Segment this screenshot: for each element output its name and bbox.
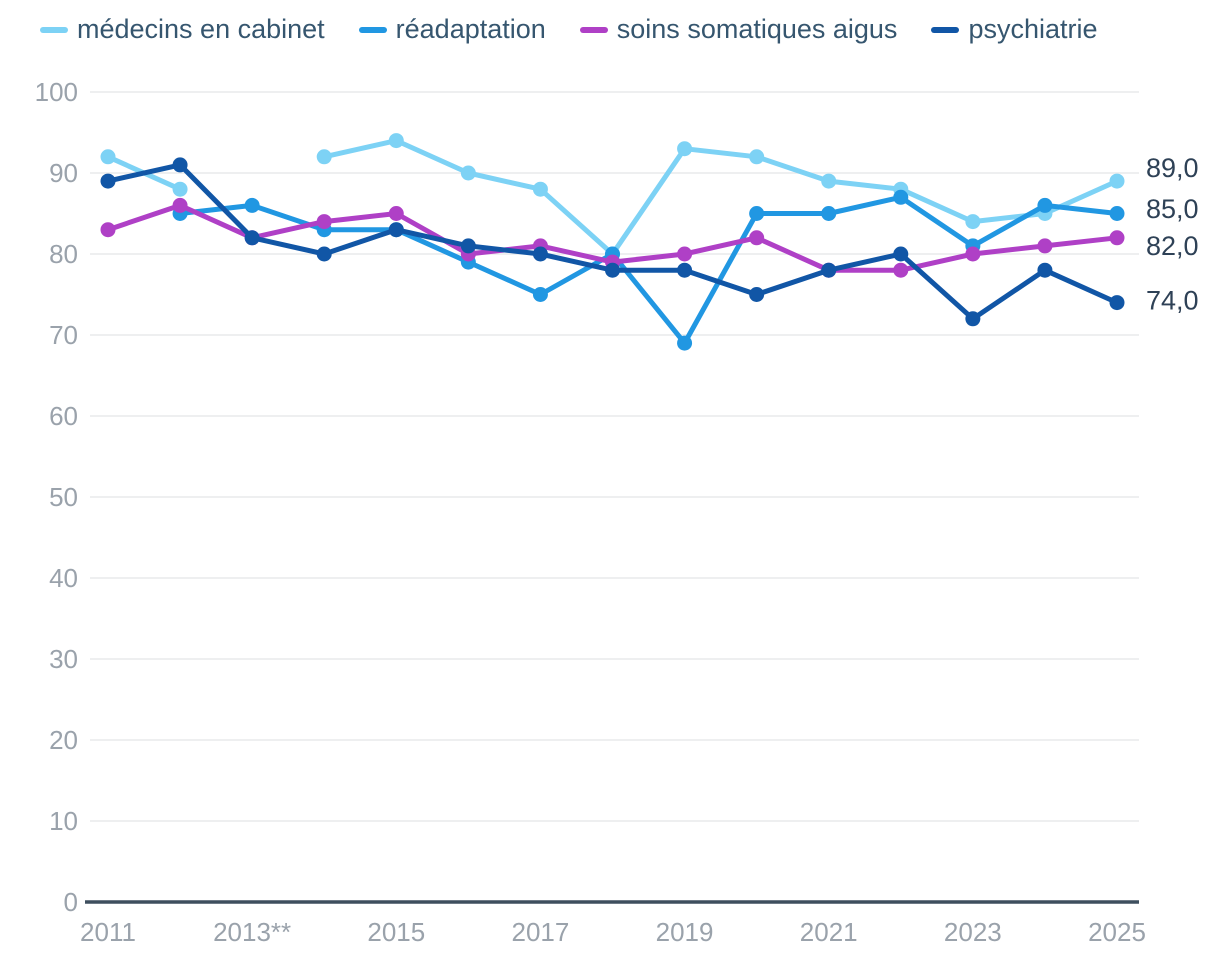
legend-item-medecins-en-cabinet[interactable]: médecins en cabinet bbox=[40, 14, 325, 45]
legend-swatch-icon bbox=[358, 26, 387, 33]
data-point-readaptation bbox=[893, 189, 909, 205]
data-point-psychiatrie bbox=[749, 287, 765, 302]
legend-label: réadaptation bbox=[395, 14, 546, 44]
legend-item-readaptation[interactable]: réadaptation bbox=[358, 14, 546, 45]
data-point-soins-somatiques-aigus bbox=[677, 246, 693, 262]
data-point-medecins-en-cabinet bbox=[100, 149, 116, 165]
data-point-soins-somatiques-aigus bbox=[100, 222, 116, 238]
legend-item-soins-somatiques-aigus[interactable]: soins somatiques aigus bbox=[579, 14, 898, 45]
y-tick-label: 20 bbox=[49, 725, 78, 755]
data-point-psychiatrie bbox=[532, 246, 548, 262]
data-point-psychiatrie bbox=[388, 222, 404, 238]
data-point-readaptation bbox=[244, 197, 260, 213]
legend-swatch-icon bbox=[579, 26, 608, 33]
data-point-psychiatrie bbox=[1037, 262, 1053, 278]
data-point-medecins-en-cabinet bbox=[749, 149, 765, 165]
data-point-medecins-en-cabinet bbox=[965, 214, 981, 230]
data-point-psychiatrie bbox=[316, 246, 332, 262]
y-tick-label: 80 bbox=[49, 239, 78, 269]
y-tick-label: 30 bbox=[49, 644, 78, 674]
legend-swatch-icon bbox=[40, 26, 68, 33]
data-point-soins-somatiques-aigus bbox=[316, 214, 332, 230]
data-point-medecins-en-cabinet bbox=[316, 149, 332, 165]
data-point-readaptation bbox=[677, 335, 693, 351]
data-point-readaptation bbox=[1037, 197, 1053, 213]
y-tick-label: 10 bbox=[49, 806, 78, 836]
legend-label: médecins en cabinet bbox=[77, 14, 325, 44]
data-point-psychiatrie bbox=[460, 238, 476, 254]
x-tick-label: 2019 bbox=[656, 917, 714, 947]
data-point-psychiatrie bbox=[965, 311, 981, 327]
x-tick-label: 2023 bbox=[944, 917, 1002, 947]
x-tick-label: 2013** bbox=[213, 917, 291, 947]
y-tick-label: 70 bbox=[49, 320, 78, 350]
y-tick-label: 0 bbox=[64, 887, 78, 917]
data-point-psychiatrie bbox=[821, 262, 837, 278]
legend-label: soins somatiques aigus bbox=[616, 14, 898, 44]
end-value-label-medecins-en-cabinet: 89,0 bbox=[1146, 153, 1199, 183]
data-point-soins-somatiques-aigus bbox=[965, 246, 981, 262]
data-point-readaptation bbox=[749, 206, 765, 221]
data-point-readaptation bbox=[1109, 206, 1125, 221]
x-tick-label: 2025 bbox=[1088, 917, 1146, 947]
data-point-medecins-en-cabinet bbox=[532, 181, 548, 197]
x-tick-label: 2011 bbox=[80, 917, 136, 947]
data-point-medecins-en-cabinet bbox=[460, 165, 476, 181]
data-point-soins-somatiques-aigus bbox=[749, 230, 765, 246]
data-point-psychiatrie bbox=[172, 157, 188, 173]
data-point-psychiatrie bbox=[605, 262, 620, 278]
x-tick-label: 2015 bbox=[367, 917, 425, 947]
y-tick-label: 100 bbox=[35, 77, 78, 107]
x-tick-label: 2017 bbox=[512, 917, 570, 947]
y-tick-label: 60 bbox=[49, 401, 78, 431]
data-point-medecins-en-cabinet bbox=[388, 133, 404, 149]
end-value-label-readaptation: 85,0 bbox=[1146, 194, 1199, 224]
data-point-psychiatrie bbox=[677, 262, 693, 278]
data-point-readaptation bbox=[821, 206, 837, 221]
y-tick-label: 90 bbox=[49, 158, 78, 188]
data-point-soins-somatiques-aigus bbox=[1109, 230, 1125, 246]
end-value-label-soins-somatiques-aigus: 82,0 bbox=[1146, 231, 1199, 261]
data-point-soins-somatiques-aigus bbox=[1037, 238, 1053, 254]
data-point-medecins-en-cabinet bbox=[821, 173, 837, 189]
data-point-psychiatrie bbox=[100, 173, 116, 189]
series-line-readaptation bbox=[177, 194, 1120, 346]
legend-item-psychiatrie[interactable]: psychiatrie bbox=[931, 14, 1098, 45]
data-point-psychiatrie bbox=[244, 230, 260, 246]
data-point-medecins-en-cabinet bbox=[172, 181, 188, 197]
data-point-medecins-en-cabinet bbox=[1109, 173, 1125, 189]
data-point-soins-somatiques-aigus bbox=[172, 197, 188, 213]
x-tick-label: 2021 bbox=[800, 917, 858, 947]
legend-swatch-icon bbox=[931, 26, 960, 33]
data-point-psychiatrie bbox=[1109, 295, 1125, 311]
y-tick-label: 40 bbox=[49, 563, 78, 593]
data-point-psychiatrie bbox=[893, 246, 909, 262]
end-value-label-psychiatrie: 74,0 bbox=[1146, 286, 1199, 316]
y-tick-label: 50 bbox=[49, 482, 78, 512]
data-point-soins-somatiques-aigus bbox=[893, 262, 909, 278]
chart-legend: médecins en cabinet réadaptation soins som… bbox=[40, 14, 1098, 45]
legend-label: psychiatrie bbox=[968, 14, 1098, 44]
data-point-readaptation bbox=[532, 287, 548, 302]
data-point-medecins-en-cabinet bbox=[677, 141, 693, 157]
data-point-soins-somatiques-aigus bbox=[388, 206, 404, 221]
